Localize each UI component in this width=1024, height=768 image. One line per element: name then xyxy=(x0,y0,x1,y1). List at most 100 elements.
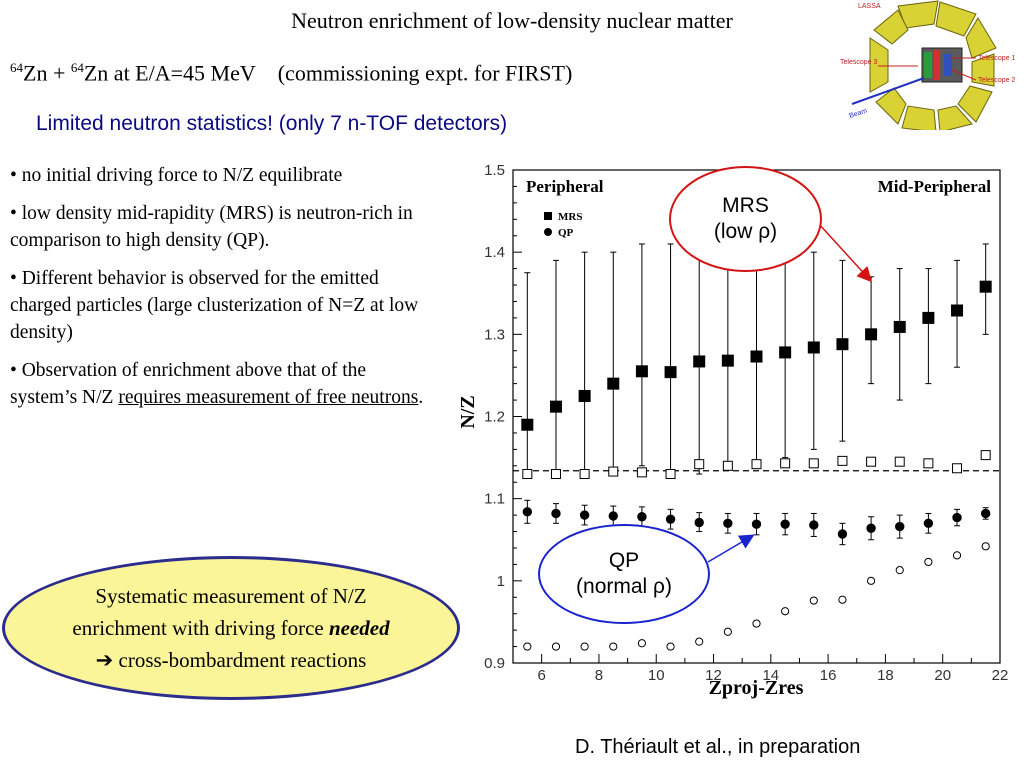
qp-open-point xyxy=(580,642,589,651)
mrs-point xyxy=(922,311,935,324)
summary-line-3: ➔ cross-bombardment reactions xyxy=(95,648,367,672)
slide-title: Neutron enrichment of low-density nuclea… xyxy=(291,8,733,33)
y-axis-label: N/Z xyxy=(460,395,479,428)
bullet4-text: • Observation of enrichment above that o… xyxy=(10,360,367,408)
y-tick-label: 1.2 xyxy=(484,409,505,426)
reaction-part-1: Zn + xyxy=(23,60,71,86)
qp-point xyxy=(809,520,819,530)
qp-point xyxy=(866,523,876,533)
mass-number-2: 64 xyxy=(70,60,84,75)
reaction-part-3: (commissioning expt. for FIRST) xyxy=(277,60,573,86)
y-tick-label: 1 xyxy=(497,573,505,590)
mrs-callout: MRS (low ρ) xyxy=(669,166,822,272)
qp-open-point xyxy=(723,627,732,636)
mrs-point xyxy=(979,280,992,293)
telescope2-label: Telescope 2 xyxy=(978,77,1015,84)
qp-point xyxy=(952,512,962,523)
x-tick-label: 6 xyxy=(537,667,545,684)
telescope1-label: Telescope 1 xyxy=(978,55,1015,62)
qp-point xyxy=(980,508,991,519)
mrs-point xyxy=(836,338,849,351)
mrs-open-point xyxy=(522,469,533,480)
summary-line-2: enrichment with driving force needed xyxy=(72,616,390,640)
mrs-open-point xyxy=(808,458,819,469)
mrs-point xyxy=(779,346,792,359)
qp-point xyxy=(694,517,704,528)
qp-callout-line-1: QP xyxy=(608,549,640,572)
x-tick-label: 14 xyxy=(762,667,779,684)
x-tick-label: 18 xyxy=(877,667,894,684)
x-axis-label: Zproj-Zres xyxy=(709,677,804,699)
qp-point xyxy=(923,518,934,529)
mrs-open-point xyxy=(722,460,733,471)
mrs-open-point xyxy=(780,458,791,469)
qp-open-point xyxy=(952,551,962,560)
lassa-label: LASSA xyxy=(858,3,881,10)
bullet-item: • low density mid-rapidity (MRS) is neut… xyxy=(10,203,413,251)
mrs-open-point xyxy=(866,456,877,467)
mrs-open-point xyxy=(894,456,905,467)
x-tick-label: 12 xyxy=(705,667,722,684)
mrs-point xyxy=(893,320,906,333)
qp-open-point xyxy=(609,642,618,651)
x-tick-label: 10 xyxy=(648,667,665,684)
qp-point xyxy=(637,512,647,522)
mrs-point xyxy=(951,304,964,317)
qp-callout: QP (normal ρ) xyxy=(538,524,710,624)
y-tick-label: 0.9 xyxy=(484,655,505,672)
legend-qp-label: QP xyxy=(558,227,574,239)
beam-label: Beam xyxy=(848,108,868,120)
summary-emphasis: needed xyxy=(328,616,390,640)
bullet-list: • no initial driving force to N/Z equili… xyxy=(10,162,430,422)
mrs-open-point xyxy=(665,469,676,480)
mrs-open-point xyxy=(636,467,647,478)
mrs-open-point xyxy=(751,459,762,470)
qp-point xyxy=(780,519,790,529)
qp-point xyxy=(579,510,590,520)
right-arrow-icon: ➔ xyxy=(95,648,114,672)
y-tick-label: 1.1 xyxy=(484,491,505,508)
y-tick-label: 1.3 xyxy=(484,326,505,343)
bullet4-end: . xyxy=(418,387,424,408)
qp-point xyxy=(522,507,533,517)
mrs-open-point xyxy=(579,469,590,480)
qp-point xyxy=(665,514,676,524)
qp-open-point xyxy=(838,595,847,604)
panel-label-mid-peripheral: Mid-Peripheral xyxy=(878,177,992,196)
y-tick-label: 1.4 xyxy=(484,244,505,261)
mrs-point xyxy=(578,389,591,402)
qp-point xyxy=(551,508,561,519)
mrs-point xyxy=(635,365,648,378)
qp-open-point xyxy=(866,576,876,585)
detector-schematic: LASSA Telescope 1 Telescope 2 Telescope … xyxy=(840,0,1015,130)
mrs-point xyxy=(693,355,706,368)
qp-open-point xyxy=(924,557,933,567)
summary-line-1: Systematic measurement of N/Z xyxy=(95,584,367,608)
legend-qp-marker xyxy=(544,228,552,236)
mrs-open-point xyxy=(837,455,848,466)
mrs-open-point xyxy=(952,463,963,474)
qp-open-point xyxy=(895,566,904,575)
qp-open-point xyxy=(809,596,818,605)
statistics-note: Limited neutron statistics! (only 7 n-TO… xyxy=(36,112,508,135)
qp-open-point xyxy=(523,642,532,651)
y-tick-label: 1.5 xyxy=(484,162,505,179)
bullet-item: • Different behavior is observed for the… xyxy=(10,268,419,343)
bullet-item: • Observation of enrichment above that o… xyxy=(10,357,430,411)
mrs-point xyxy=(865,328,878,341)
nz-chart: 6 8 10 12 14 16 18 20 22 0.9 1 1.1 1.2 1.3 1.4 1.5 Peri… xyxy=(460,162,1008,699)
panel-label-peripheral: Peripheral xyxy=(526,177,604,196)
legend-mrs-marker xyxy=(544,212,552,220)
mrs-point xyxy=(721,354,734,367)
mrs-open-point xyxy=(608,466,619,477)
qp-point xyxy=(837,529,848,539)
bullet4-underlined: requires measurement of free neutrons xyxy=(118,387,419,408)
qp-open-point xyxy=(637,639,647,648)
qp-point xyxy=(895,521,905,532)
mrs-callout-line-1: MRS xyxy=(722,194,769,217)
mrs-open-point xyxy=(980,450,991,461)
mrs-point xyxy=(549,400,562,413)
qp-open-point xyxy=(695,637,704,646)
qp-open-point xyxy=(551,642,561,651)
qp-open-point xyxy=(981,542,990,551)
